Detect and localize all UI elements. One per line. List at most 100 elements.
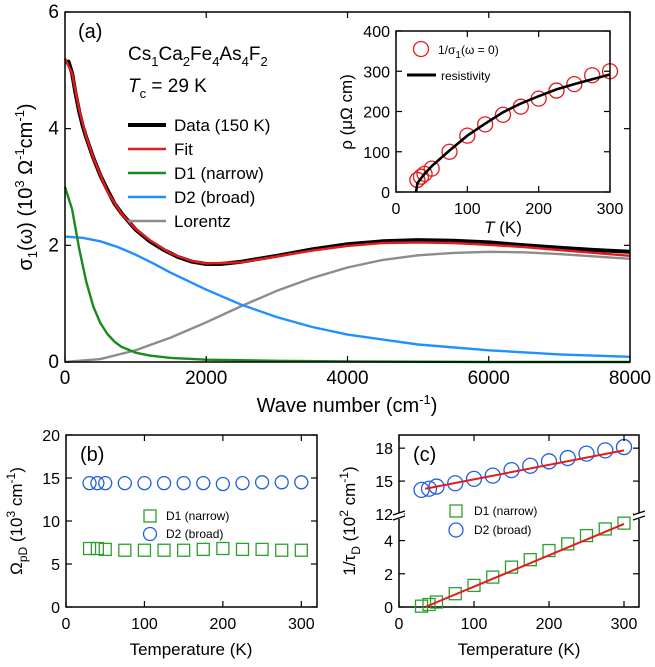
panel-c-x-tick-label: 300 xyxy=(611,616,638,633)
inset-x-tick-label: 0 xyxy=(392,201,401,218)
series-lorentz xyxy=(64,250,631,364)
panel-b-legend: D1 (narrow) D2 (broad) xyxy=(142,509,229,542)
c-point-d2 xyxy=(428,478,445,495)
inset-data-point xyxy=(477,116,494,133)
inset-data-point xyxy=(584,67,601,84)
panel-a-x-tick-label: 2000 xyxy=(185,368,227,389)
c-legend-circle xyxy=(448,522,464,538)
inset-legend-label-1: 1/σ1(ω = 0) xyxy=(438,43,499,61)
b-legend-label-d2: D2 (broad) xyxy=(166,527,223,541)
panel-b-x-tick-label: 200 xyxy=(210,616,237,633)
series-d1-narrow- xyxy=(63,186,630,364)
inset-ylabel: ρ (μΩ cm) xyxy=(337,74,356,150)
panel-c-label: (c) xyxy=(413,444,436,466)
inset-data-point xyxy=(566,75,583,93)
inset-y-tick-label: 0 xyxy=(381,185,390,202)
b-point-d2 xyxy=(98,476,113,491)
b-point-d2 xyxy=(117,476,132,491)
compound-formula: Cs1Ca2Fe4As4F2 xyxy=(128,44,268,69)
legend-label: Fit xyxy=(174,140,193,159)
c-point-d2 xyxy=(597,442,614,459)
panel-b-y-tick-label: 20 xyxy=(42,428,60,445)
panel-b-y-tick-label: 15 xyxy=(42,471,60,488)
panel-c-y-upper-tick-label: 12 xyxy=(375,507,393,524)
c-point-d1 xyxy=(617,516,631,530)
b-point-d1 xyxy=(255,542,269,557)
panel-c-x-tick-label: 0 xyxy=(395,616,404,633)
axis-break-mark xyxy=(392,510,406,516)
panel-b-label: (b) xyxy=(80,444,104,466)
panel-c: 0 100 200 300 12 15 18 0 2 4 D1 (narrow) D2 (broad… xyxy=(337,434,646,659)
panel-c-ylabel: 1/τD (102 cm-1) xyxy=(337,466,363,575)
panel-c-y-lower-tick-label: 4 xyxy=(384,534,393,551)
panel-c-y-lower-tick-label: 0 xyxy=(384,600,393,617)
axis-break-mark xyxy=(392,515,406,521)
legend-label: Lorentz xyxy=(174,212,231,231)
inset-data-point xyxy=(459,127,476,144)
panel-a-x-tick-label: 6000 xyxy=(468,368,510,389)
b-point-d1 xyxy=(90,541,105,556)
b-point-d2 xyxy=(215,476,231,492)
b-point-d1 xyxy=(294,543,308,557)
b-legend-label-d1: D1 (narrow) xyxy=(166,509,229,523)
panel-a-y-tick-label: 2 xyxy=(48,235,59,256)
legend-label: Data (150 K) xyxy=(174,116,270,135)
c-point-d2 xyxy=(413,481,430,499)
c-point-d2 xyxy=(522,457,539,474)
b-point-d1 xyxy=(157,543,171,557)
panel-a-label: (a) xyxy=(78,21,102,43)
b-point-d1 xyxy=(196,542,210,557)
c-point-d1 xyxy=(448,587,462,601)
inset-data-point xyxy=(412,168,430,185)
panel-c-y-lower-tick-label: 2 xyxy=(384,567,393,584)
panel-b: 0 100 200 300 0 5 10 15 20 D1 (narrow) D2 (broad)… xyxy=(4,428,318,659)
series-d2-broad- xyxy=(64,235,631,358)
panel-b-y-tick-label: 10 xyxy=(42,514,60,531)
panel-c-xlabel: Temperature (K) xyxy=(458,640,581,659)
inset-y-tick-label: 400 xyxy=(363,24,390,41)
c-point-d2 xyxy=(420,480,438,497)
b-point-d2 xyxy=(294,475,309,490)
panel-c-y-upper-tick-label: 18 xyxy=(375,441,393,458)
tc-annotation: Tc = 29 K xyxy=(128,76,207,101)
panel-c-markers xyxy=(413,438,633,613)
panel-a-curves xyxy=(63,58,631,364)
panel-inset: 0 100 200 300 0 100 200 300 400 1/σ1(ω = 0) resis… xyxy=(337,24,623,237)
inset-ticks: 0 100 200 300 0 100 200 300 400 xyxy=(363,24,623,218)
panel-a-ylabel: σ1(ω) (103 Ω-1cm-1) xyxy=(12,103,40,270)
b-point-d2 xyxy=(254,475,270,490)
c-fit-line xyxy=(424,523,625,608)
inset-data-point xyxy=(423,160,440,177)
c-point-d1 xyxy=(579,528,594,543)
panel-c-ticks: 0 100 200 300 12 15 18 0 2 4 xyxy=(375,435,646,633)
inset-legend: 1/σ1(ω = 0) resistivity xyxy=(407,40,499,83)
c-point-d2 xyxy=(559,449,576,467)
panel-a-x-tick-label: 0 xyxy=(60,368,71,389)
legend-label: D2 (broad) xyxy=(174,188,255,207)
panel-c-x-tick-label: 100 xyxy=(461,616,488,633)
b-point-d1 xyxy=(137,543,152,557)
c-point-d2 xyxy=(540,453,558,470)
panel-a-y-tick-label: 6 xyxy=(48,2,59,23)
b-point-d2 xyxy=(274,475,289,490)
panel-b-ticks: 0 100 200 300 0 5 10 15 20 xyxy=(42,428,317,633)
panel-c-x-tick-label: 200 xyxy=(536,616,563,633)
b-point-d1 xyxy=(235,542,250,557)
b-point-d2 xyxy=(82,476,97,491)
panel-c-legend: D1 (narrow) D2 (broad) xyxy=(448,504,537,538)
inset-data-point xyxy=(441,143,458,160)
inset-legend-marker xyxy=(412,40,430,58)
axis-break-mark xyxy=(632,510,646,516)
inset-data-point xyxy=(494,106,512,123)
c-point-d1 xyxy=(429,595,444,609)
panel-a-x-tick-label: 4000 xyxy=(326,368,368,389)
b-point-d2 xyxy=(196,476,211,491)
b-point-d1 xyxy=(216,541,230,556)
b-point-d2 xyxy=(90,476,105,491)
b-legend-square xyxy=(143,509,157,523)
panel-c-frame xyxy=(398,434,640,608)
inset-legend-label-2: resistivity xyxy=(441,69,490,83)
inset-y-tick-label: 200 xyxy=(363,105,390,122)
